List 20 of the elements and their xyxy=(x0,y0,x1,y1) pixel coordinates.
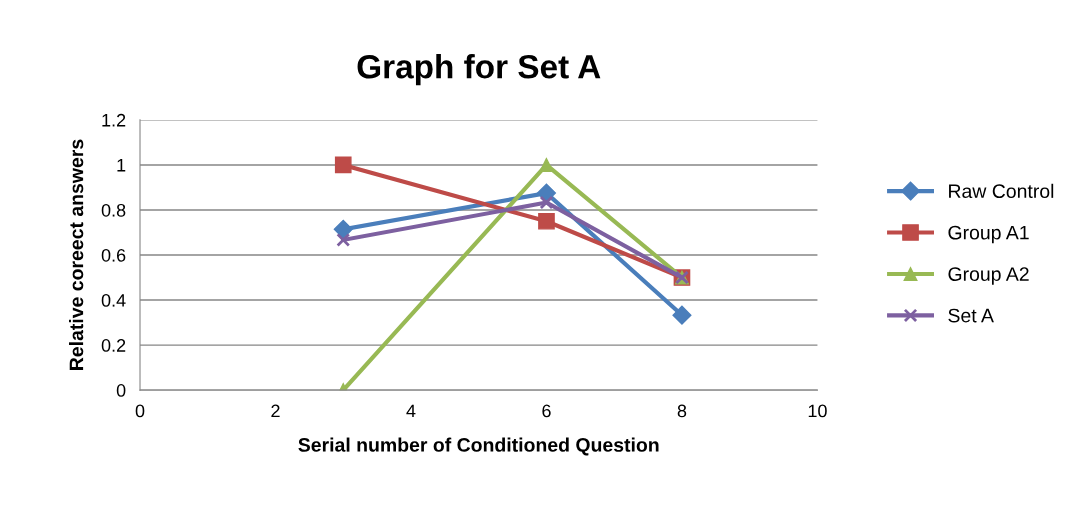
y-tick-label: 0.4 xyxy=(101,293,126,307)
x-axis-title: Serial number of Conditioned Question xyxy=(298,437,659,456)
y-tick-label: 0.2 xyxy=(101,339,126,352)
x-tick-label: 4 xyxy=(406,404,416,418)
y-tick-label: 1 xyxy=(117,159,126,172)
x-tick-label: 10 xyxy=(808,404,827,418)
legend-label: Set A xyxy=(948,308,994,323)
x-tick-label: 6 xyxy=(542,404,551,418)
chart-title: Graph for Set A xyxy=(357,54,601,86)
y-tick-label: 1.2 xyxy=(102,113,126,127)
x-tick-label: 8 xyxy=(677,404,687,418)
legend-label: Group A2 xyxy=(948,267,1029,285)
legend-label: Raw Control xyxy=(949,183,1054,199)
y-axis-title: Relative coreect answers xyxy=(69,139,84,370)
y-tick-label: 0.6 xyxy=(101,248,126,262)
legend-label: Group A1 xyxy=(948,225,1029,244)
x-tick-label: 2 xyxy=(271,404,280,418)
y-tick-label: 0.8 xyxy=(101,203,126,217)
y-tick-label: 0 xyxy=(116,384,126,397)
x-tick-label: 0 xyxy=(135,404,145,418)
